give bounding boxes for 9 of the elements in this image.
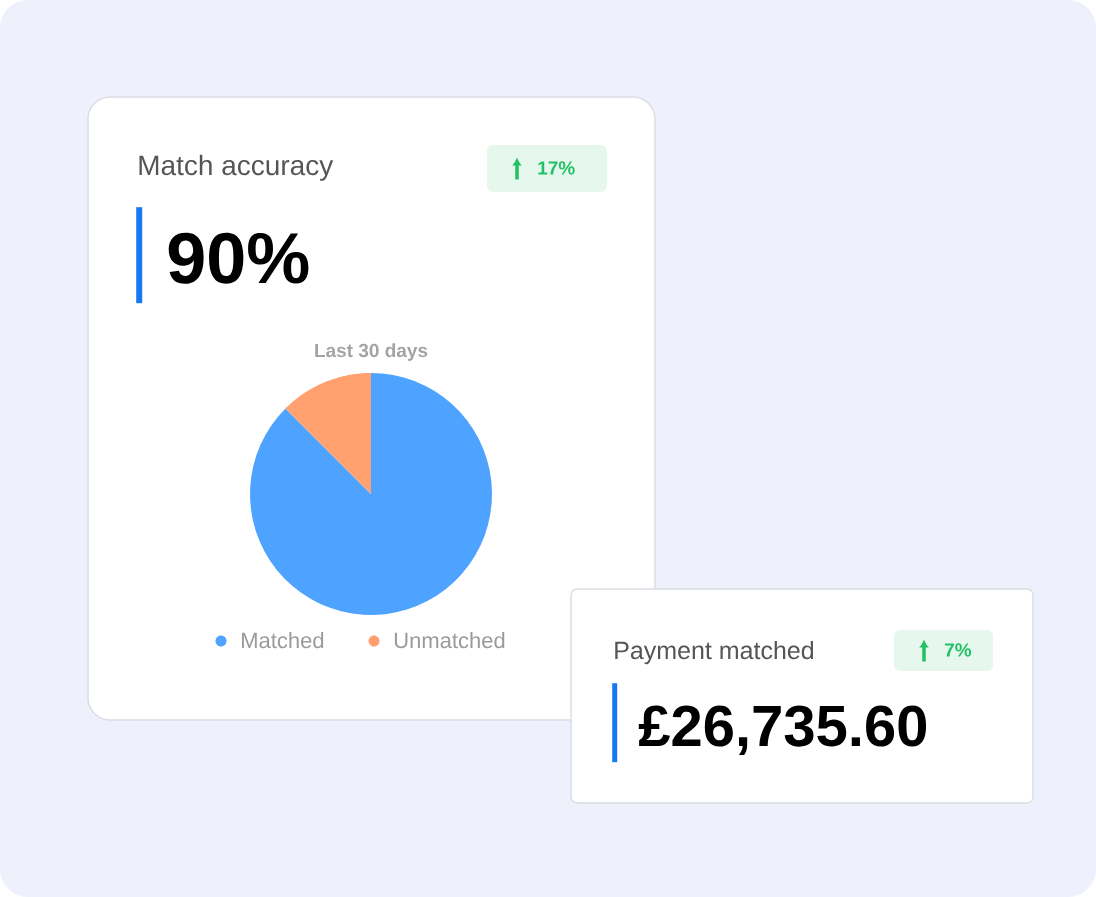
text: £26,735.60 (638, 705, 927, 755)
text: Payment matched (615, 640, 814, 665)
text: 90% (168, 232, 309, 284)
text: 7% (945, 643, 972, 657)
legend-label: Unmatched (394, 632, 505, 649)
chart-title: Last 30 days (315, 343, 428, 361)
text: 17% (538, 161, 575, 175)
legend-label: Matched (242, 632, 324, 649)
text: Match accuracy (139, 154, 334, 181)
